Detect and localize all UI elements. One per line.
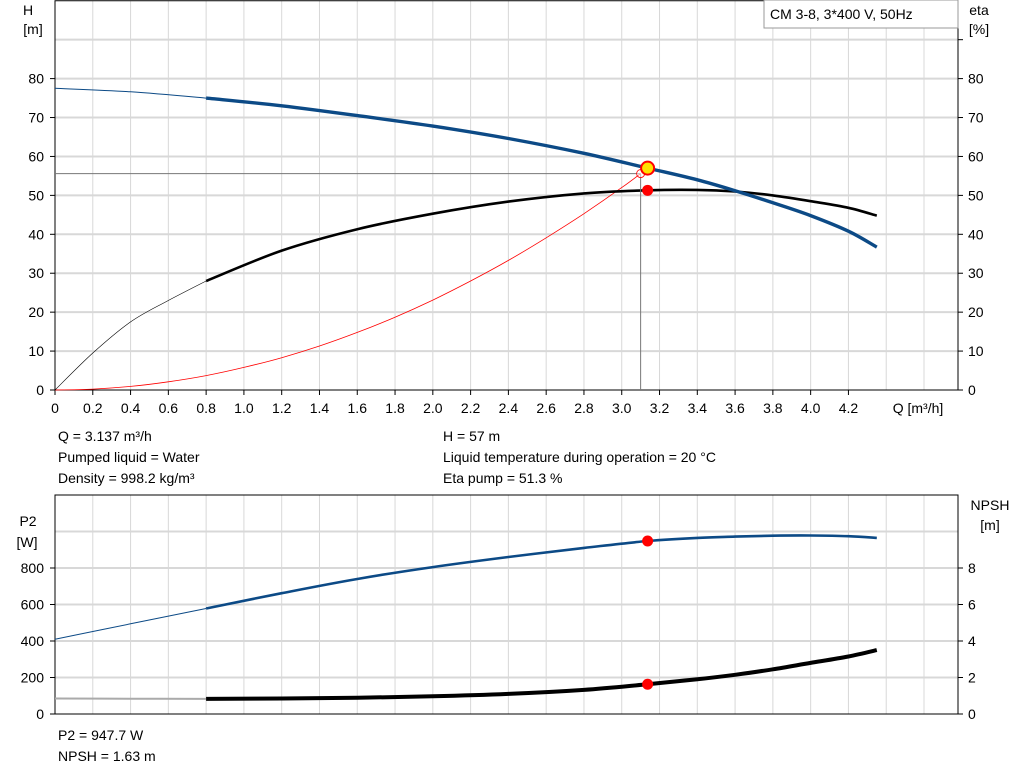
x-tick-label: 1.8 — [385, 400, 405, 416]
eta-tick-label: 40 — [968, 226, 984, 242]
eta-point-marker — [642, 184, 654, 196]
npsh-tick-label: 2 — [968, 670, 976, 686]
axis-labels: H [m] eta [%] Q [m³/h] P2 [W] NPSH [m] — [17, 2, 1010, 550]
npsh-axis-name: NPSH — [971, 497, 1010, 513]
p2-tick-label: 800 — [21, 560, 45, 576]
x-tick-label: 3.2 — [650, 400, 670, 416]
x-tick-label: 1.6 — [348, 400, 368, 416]
series-eta-extrapolated — [54, 280, 207, 391]
eta-tick-label: 50 — [968, 187, 984, 203]
h-tick-label: 70 — [28, 110, 44, 126]
x-tick-label: 3.6 — [725, 400, 745, 416]
p2-tick-label: 400 — [21, 633, 45, 649]
npsh-point-marker — [642, 678, 654, 690]
info-density: Density = 998.2 kg/m³ — [58, 470, 195, 486]
h-tick-label: 60 — [28, 148, 44, 164]
info-p2: P2 = 947.7 W — [58, 727, 144, 743]
x-tick-label: 3.4 — [688, 400, 708, 416]
x-tick-label: 2.4 — [499, 400, 519, 416]
x-tick-label: 0.6 — [159, 400, 179, 416]
series — [54, 87, 878, 701]
legend: CM 3-8, 3*400 V, 50Hz — [763, 0, 959, 29]
h-axis-name: H — [23, 2, 33, 18]
eta-tick-label: 10 — [968, 343, 984, 359]
h-tick-label: 80 — [28, 71, 44, 87]
operating-point-marker — [640, 160, 656, 176]
p2-axis-unit: [W] — [17, 534, 38, 550]
series-p2-extrapolated — [54, 608, 207, 640]
info-q: Q = 3.137 m³/h — [58, 428, 152, 444]
legend-title: CM 3-8, 3*400 V, 50Hz — [770, 6, 913, 22]
p2-point-marker — [642, 535, 654, 547]
info-liquid: Pumped liquid = Water — [58, 449, 200, 465]
info-h: H = 57 m — [443, 428, 501, 444]
npsh-tick-label: 4 — [968, 633, 976, 649]
x-tick-label: 3.8 — [763, 400, 783, 416]
h-axis-unit: [m] — [23, 21, 42, 37]
eta-tick-label: 70 — [968, 110, 984, 126]
h-tick-label: 30 — [28, 265, 44, 281]
npsh-tick-label: 6 — [968, 597, 976, 613]
eta-tick-label: 0 — [968, 382, 976, 398]
x-tick-label: 4.2 — [839, 400, 859, 416]
info-npsh: NPSH = 1.63 m — [58, 748, 156, 764]
x-tick-label: 0 — [51, 400, 59, 416]
legend-box — [763, 0, 959, 29]
x-tick-label: 2.6 — [536, 400, 556, 416]
eta-tick-label: 60 — [968, 148, 984, 164]
eta-tick-label: 80 — [968, 71, 984, 87]
eta-axis-unit: [%] — [969, 21, 989, 37]
x-tick-label: 0.4 — [121, 400, 141, 416]
x-tick-label: 1.2 — [272, 400, 292, 416]
h-tick-label: 0 — [36, 382, 44, 398]
npsh-tick-label: 0 — [968, 706, 976, 722]
series-eta — [205, 188, 878, 283]
x-tick-label: 1.0 — [234, 400, 254, 416]
p2-tick-label: 0 — [36, 706, 44, 722]
series-system — [54, 173, 641, 391]
x-tick-label: 1.4 — [310, 400, 330, 416]
q-axis-label: Q [m³/h] — [893, 400, 944, 416]
x-tick-label: 0.8 — [196, 400, 216, 416]
p2-tick-label: 600 — [21, 597, 45, 613]
series-npsh — [206, 648, 878, 701]
info-eta: Eta pump = 51.3 % — [443, 470, 563, 486]
tick-labels: 0 0.2 0.4 0.6 0.8 1.0 1.2 1.4 1.6 1.8 2.0 2.2 2.4 2.6… — [21, 71, 984, 722]
eta-tick-label: 20 — [968, 304, 984, 320]
series-h — [205, 96, 878, 249]
axes — [50, 0, 963, 715]
npsh-tick-label: 8 — [968, 560, 976, 576]
info-temp: Liquid temperature during operation = 20… — [443, 449, 716, 465]
x-tick-label: 3.0 — [612, 400, 632, 416]
x-tick-label: 2.2 — [461, 400, 481, 416]
x-tick-label: 2.8 — [574, 400, 594, 416]
x-tick-label: 4.0 — [801, 400, 821, 416]
grid — [55, 0, 958, 714]
h-tick-label: 20 — [28, 304, 44, 320]
h-tick-label: 50 — [28, 187, 44, 203]
x-tick-label: 2.0 — [423, 400, 443, 416]
series-p2 — [205, 534, 877, 610]
h-tick-label: 40 — [28, 226, 44, 242]
eta-axis-name: eta — [969, 2, 989, 18]
series-h-extrapolated — [54, 87, 207, 99]
eta-tick-label: 30 — [968, 265, 984, 281]
points — [636, 160, 656, 690]
p2-tick-label: 200 — [21, 670, 45, 686]
p2-axis-name: P2 — [19, 513, 36, 529]
x-tick-label: 0.2 — [83, 400, 103, 416]
h-tick-label: 10 — [28, 343, 44, 359]
npsh-axis-unit: [m] — [980, 517, 999, 533]
